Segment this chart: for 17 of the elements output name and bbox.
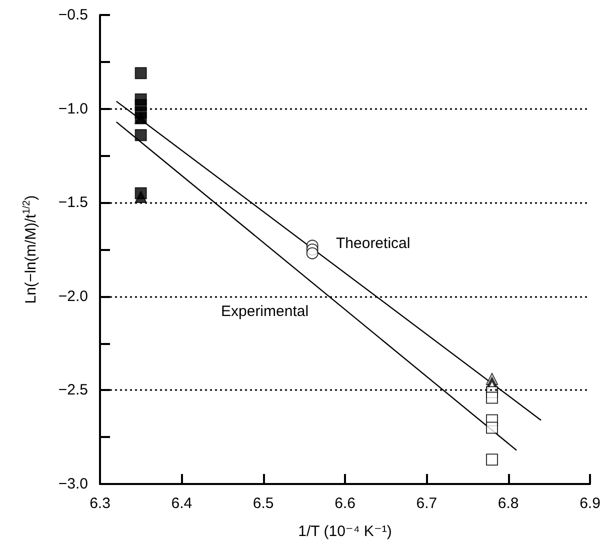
annotation: Experimental (221, 303, 309, 320)
annotation: Theoretical (336, 235, 410, 252)
x-axis-title: 1/T (10⁻⁴ K⁻¹) (298, 523, 392, 540)
y-tick-label: −2.0 (58, 288, 88, 305)
x-tick-label: 6.9 (580, 495, 600, 512)
y-tick-label: −1.0 (58, 100, 88, 118)
x-tick-label: 6.8 (498, 495, 519, 512)
y-axis-title: Ln(−ln(m/M)/t1/2) (22, 195, 40, 304)
x-tick-label: 6.4 (171, 495, 192, 512)
x-tick-label: 6.7 (416, 495, 438, 512)
y-tick-label: −0.5 (58, 6, 88, 24)
y-tick-label: −2.5 (58, 382, 88, 399)
y-tick-label: −3.0 (58, 476, 88, 492)
x-tick-label: 6.5 (252, 495, 274, 512)
x-tick-label: 6.3 (90, 495, 110, 512)
y-tick-label: −1.5 (58, 194, 88, 212)
x-tick-label: 6.6 (334, 495, 356, 512)
